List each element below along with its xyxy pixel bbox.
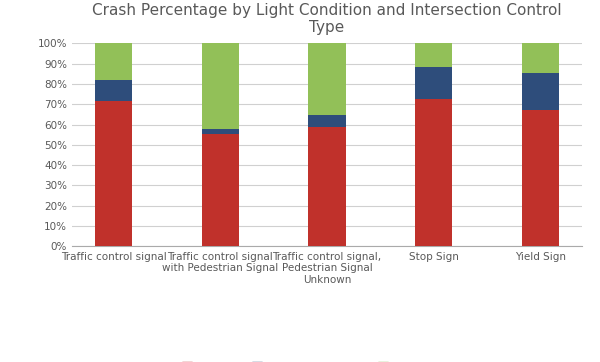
Bar <box>95 80 133 101</box>
Bar <box>95 101 133 246</box>
Bar <box>308 115 346 127</box>
Bar <box>202 129 239 134</box>
Bar <box>415 67 452 99</box>
Title: Crash Percentage by Light Condition and Intersection Control
Type: Crash Percentage by Light Condition and … <box>92 3 562 35</box>
Bar <box>521 110 559 246</box>
Legend: Daylight, Dark - Not Lighted, Dark - Lighted: Daylight, Dark - Not Lighted, Dark - Lig… <box>178 357 476 362</box>
Bar <box>95 43 133 80</box>
Bar <box>202 134 239 246</box>
Bar <box>521 43 559 73</box>
Bar <box>308 127 346 246</box>
Bar <box>202 43 239 129</box>
Bar <box>415 43 452 67</box>
Bar <box>308 43 346 115</box>
Bar <box>415 99 452 246</box>
Bar <box>521 73 559 110</box>
